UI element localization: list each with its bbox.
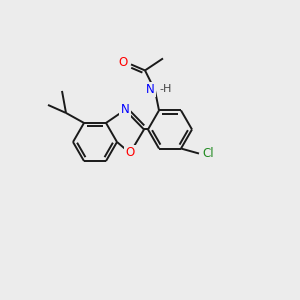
- Text: -H: -H: [159, 84, 171, 94]
- Text: O: O: [125, 146, 135, 160]
- Text: O: O: [118, 56, 127, 69]
- Text: Cl: Cl: [202, 147, 214, 160]
- Text: N: N: [146, 83, 154, 96]
- Text: N: N: [121, 103, 129, 116]
